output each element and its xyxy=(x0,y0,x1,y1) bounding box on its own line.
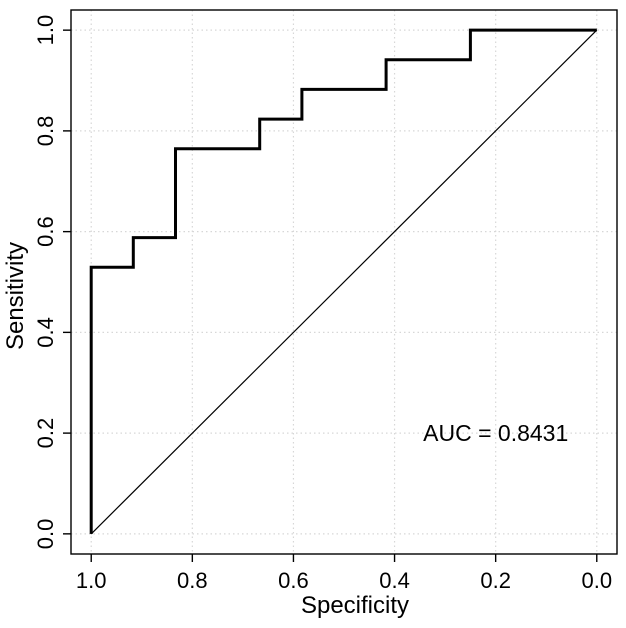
plot-border xyxy=(70,9,618,555)
y-tick-label: 0.6 xyxy=(33,216,58,247)
y-tick-label: 1.0 xyxy=(33,15,58,46)
roc-curve-line xyxy=(89,28,597,534)
y-tick-label: 0.4 xyxy=(33,317,58,348)
gridlines xyxy=(71,10,617,554)
chance-diagonal-line xyxy=(90,29,598,535)
x-tick-label: 0.0 xyxy=(581,568,612,593)
auc-annotation: AUC = 0.8431 xyxy=(423,420,568,446)
x-tick-label: 0.8 xyxy=(177,568,208,593)
y-axis-title: Sensitivity xyxy=(2,242,29,350)
y-tick-label: 0.8 xyxy=(33,116,58,147)
x-tick-label: 0.4 xyxy=(379,568,410,593)
x-tick-label: 0.2 xyxy=(480,568,511,593)
x-tick-label: 1.0 xyxy=(76,568,107,593)
y-tick-label: 0.2 xyxy=(33,418,58,449)
x-axis: 1.0 0.8 0.6 0.4 0.2 0.0 xyxy=(76,554,612,593)
y-tick-label: 0.0 xyxy=(33,519,58,550)
x-tick-label: 0.6 xyxy=(278,568,309,593)
x-axis-title: Specificity xyxy=(301,592,409,619)
series-layer xyxy=(89,28,598,535)
y-axis: 0.0 0.2 0.4 0.6 0.8 1.0 xyxy=(33,15,71,549)
